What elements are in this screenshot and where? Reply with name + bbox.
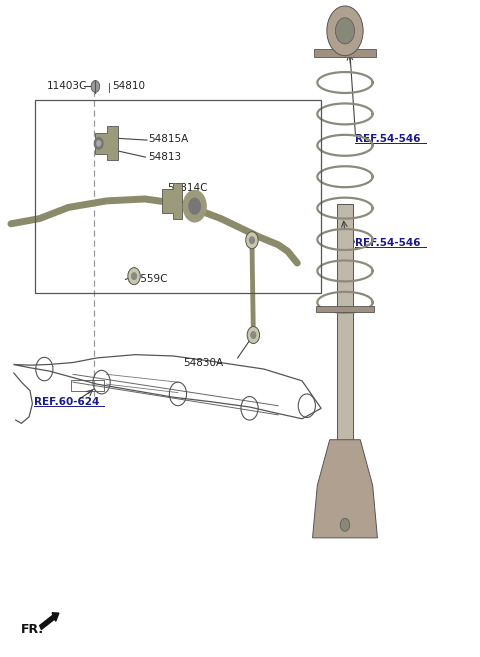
Text: 54814C: 54814C [168,183,208,194]
Text: 54813: 54813 [168,202,201,212]
Polygon shape [312,440,377,538]
Circle shape [246,232,258,249]
Bar [71,380,104,392]
Text: REF.54-546: REF.54-546 [356,238,421,248]
FancyArrow shape [40,613,59,629]
Circle shape [95,137,103,149]
Circle shape [251,332,256,338]
Bar [337,204,353,453]
Text: REF.60-624: REF.60-624 [34,397,99,407]
Bar [316,306,373,312]
Circle shape [128,267,140,284]
Circle shape [250,237,254,244]
Circle shape [189,198,200,214]
Text: 54559C: 54559C [127,275,168,284]
Bar [314,49,376,57]
Circle shape [97,141,101,146]
Circle shape [183,191,206,222]
Circle shape [91,81,100,93]
Circle shape [327,6,363,56]
Polygon shape [95,126,118,160]
Polygon shape [162,183,182,219]
Circle shape [336,18,355,44]
Text: 54815A: 54815A [148,134,189,144]
Text: 54813: 54813 [148,152,181,162]
Circle shape [340,518,350,532]
Text: FR.: FR. [21,623,44,636]
Circle shape [132,273,136,279]
Text: REF.54-546: REF.54-546 [356,134,421,144]
Text: 54830A: 54830A [183,357,223,367]
Circle shape [247,327,260,344]
Text: 11403C: 11403C [47,81,87,91]
Text: 54810: 54810 [112,81,145,91]
Bar [35,99,321,292]
